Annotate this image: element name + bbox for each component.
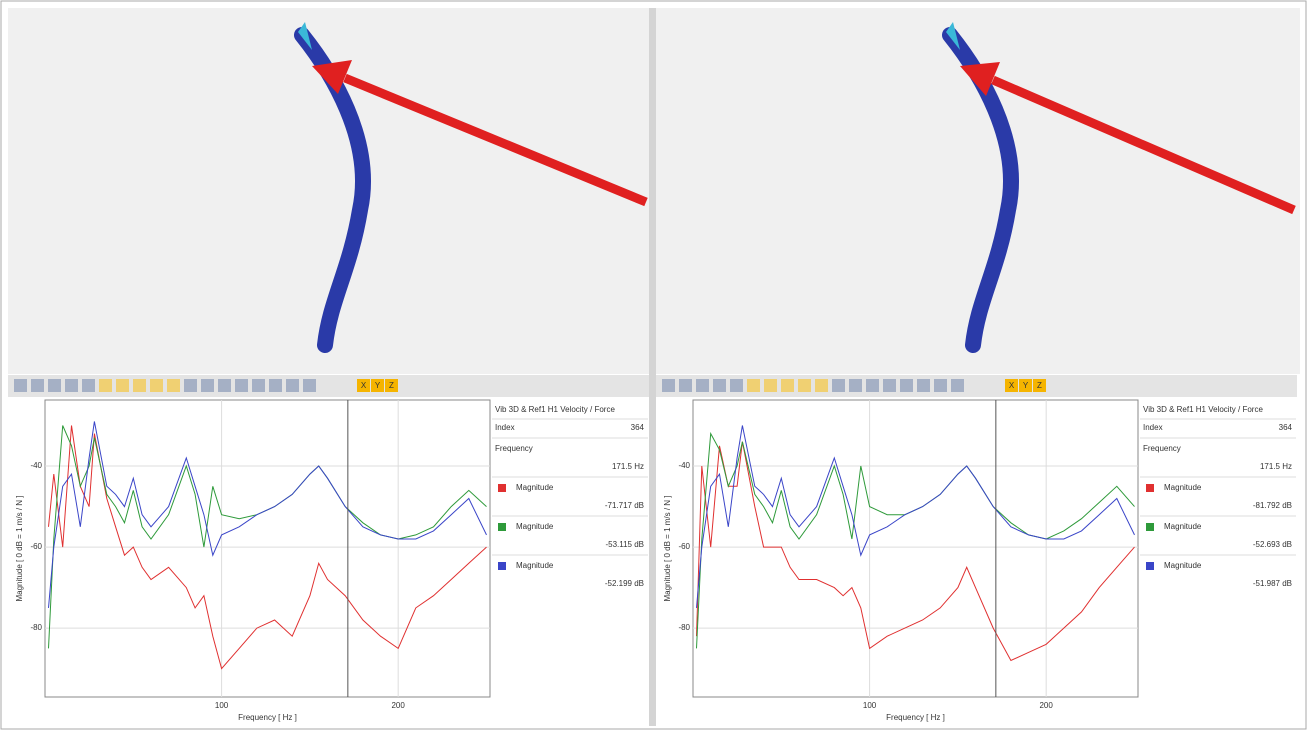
toolbar-button[interactable] (14, 379, 27, 392)
toolbar-button[interactable] (133, 379, 146, 392)
axis-toggle-label: Z (1037, 381, 1042, 390)
toolbar-button[interactable] (167, 379, 180, 392)
viewport-right (656, 8, 1300, 374)
x-axis-label: Frequency [ Hz ] (238, 713, 297, 722)
readout-label: Frequency (1143, 444, 1181, 453)
toolbar-button[interactable] (116, 379, 129, 392)
readout-value: -81.792 dB (1253, 501, 1292, 510)
legend-swatch (1146, 562, 1154, 570)
plot-area (693, 400, 1138, 697)
toolbar-button[interactable] (218, 379, 231, 392)
toolbar-button[interactable] (849, 379, 862, 392)
toolbar-button[interactable] (99, 379, 112, 392)
toolbar-button[interactable] (679, 379, 692, 392)
legend-label: Magnitude (516, 522, 554, 531)
legend-swatch (498, 523, 506, 531)
toolbar-button[interactable] (65, 379, 78, 392)
toolbar-button[interactable] (286, 379, 299, 392)
toolbar-button[interactable] (82, 379, 95, 392)
readout-label: Index (1143, 423, 1163, 432)
toolbar-button[interactable] (269, 379, 282, 392)
x-tick-label: 200 (391, 701, 405, 710)
axis-toggle-label: X (361, 381, 367, 390)
legend-label: Magnitude (1164, 522, 1202, 531)
toolbar-button[interactable] (713, 379, 726, 392)
readout-value: 171.5 Hz (1260, 462, 1292, 471)
y-axis-label: Magnitude [ 0 dB = 1 m/s / N ] (15, 495, 24, 601)
y-tick-label: -40 (30, 461, 42, 470)
toolbar-button[interactable] (48, 379, 61, 392)
x-tick-label: 100 (863, 701, 877, 710)
readout-title: Vib 3D & Ref1 H1 Velocity / Force (495, 405, 615, 414)
y-tick-label: -80 (30, 623, 42, 632)
axis-toggle-label: Z (389, 381, 394, 390)
app-window: XYZ100200-40-60-80Frequency [ Hz ]Magnit… (0, 0, 1307, 730)
toolbar-button[interactable] (917, 379, 930, 392)
toolbar-button[interactable] (252, 379, 265, 392)
readout-value: -53.115 dB (605, 540, 644, 549)
viewport-left (8, 8, 649, 374)
axis-toggle-label: X (1009, 381, 1015, 390)
toolbar-button[interactable] (662, 379, 675, 392)
readout-value: 364 (631, 423, 645, 432)
x-tick-label: 100 (215, 701, 229, 710)
readout-label: Frequency (495, 444, 533, 453)
toolbar-button[interactable] (764, 379, 777, 392)
legend-swatch (1146, 484, 1154, 492)
readout-value: -51.987 dB (1253, 579, 1292, 588)
plot-area (45, 400, 490, 697)
y-tick-label: -60 (30, 542, 42, 551)
axis-toggle-label: Y (1023, 381, 1029, 390)
y-tick-label: -60 (678, 542, 690, 551)
toolbar-button[interactable] (866, 379, 879, 392)
legend-label: Magnitude (516, 561, 554, 570)
y-tick-label: -80 (678, 623, 690, 632)
toolbar-button[interactable] (235, 379, 248, 392)
legend-label: Magnitude (516, 483, 554, 492)
toolbar-button[interactable] (201, 379, 214, 392)
toolbar-button[interactable] (883, 379, 896, 392)
toolbar-button[interactable] (951, 379, 964, 392)
toolbar-button[interactable] (730, 379, 743, 392)
readout-value: -52.693 dB (1253, 540, 1292, 549)
axis-toggle-label: Y (375, 381, 381, 390)
y-tick-label: -40 (678, 461, 690, 470)
toolbar-button[interactable] (832, 379, 845, 392)
y-axis-label: Magnitude [ 0 dB = 1 m/s / N ] (663, 495, 672, 601)
readout-label: Index (495, 423, 515, 432)
readout-value: 364 (1279, 423, 1293, 432)
legend-swatch (1146, 523, 1154, 531)
readout-value: 171.5 Hz (612, 462, 644, 471)
toolbar-button[interactable] (184, 379, 197, 392)
toolbar-button[interactable] (150, 379, 163, 392)
splitter[interactable] (649, 8, 656, 726)
readout-title: Vib 3D & Ref1 H1 Velocity / Force (1143, 405, 1263, 414)
toolbar-button[interactable] (747, 379, 760, 392)
legend-label: Magnitude (1164, 483, 1202, 492)
legend-swatch (498, 562, 506, 570)
toolbar-button[interactable] (303, 379, 316, 392)
x-axis-label: Frequency [ Hz ] (886, 713, 945, 722)
legend-swatch (498, 484, 506, 492)
toolbar-button[interactable] (900, 379, 913, 392)
toolbar-button[interactable] (934, 379, 947, 392)
readout-value: -71.717 dB (605, 501, 644, 510)
toolbar-button[interactable] (781, 379, 794, 392)
x-tick-label: 200 (1039, 701, 1053, 710)
readout-value: -52.199 dB (605, 579, 644, 588)
toolbar-button[interactable] (696, 379, 709, 392)
toolbar-button[interactable] (815, 379, 828, 392)
toolbar-button[interactable] (798, 379, 811, 392)
toolbar-button[interactable] (31, 379, 44, 392)
legend-label: Magnitude (1164, 561, 1202, 570)
